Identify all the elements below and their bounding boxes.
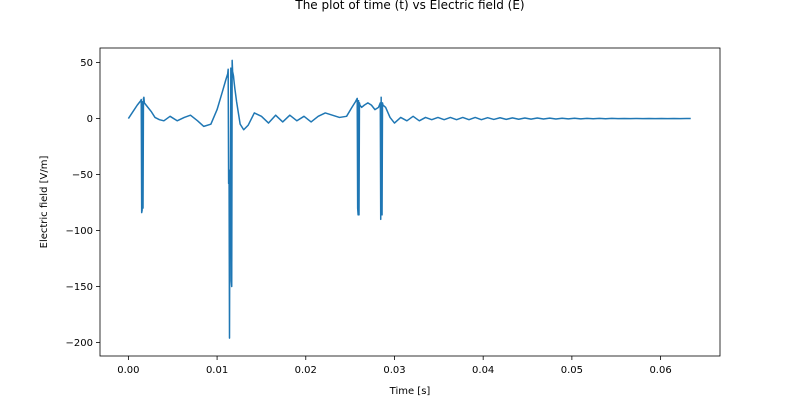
x-axis: 0.00 0.01 0.02 0.03 0.04 0.05 0.06	[117, 356, 672, 376]
y-tick-label: 0	[87, 114, 93, 125]
plot-area	[127, 59, 691, 339]
series-line-0	[127, 59, 691, 339]
y-tick-label: −50	[72, 170, 93, 181]
y-tick-label: −150	[66, 282, 93, 293]
y-axis-title: Electric field [V/m]	[39, 156, 50, 249]
y-axis: 50 0 −50 −100 −150 −200	[66, 58, 100, 349]
x-tick-label: 0.04	[472, 365, 494, 376]
x-axis-title: Time [s]	[389, 386, 431, 397]
y-tick-label: −200	[66, 338, 93, 349]
x-tick-label: 0.05	[561, 365, 583, 376]
x-tick-label: 0.01	[206, 365, 228, 376]
x-tick-label: 0.00	[117, 365, 139, 376]
x-tick-label: 0.03	[383, 365, 405, 376]
y-tick-label: 50	[80, 58, 93, 69]
chart-title: The plot of time (t) vs Electric field (…	[294, 0, 524, 12]
x-tick-label: 0.02	[295, 365, 317, 376]
plot-frame	[99, 47, 721, 357]
y-tick-label: −100	[66, 226, 93, 237]
x-tick-label: 0.06	[649, 365, 671, 376]
